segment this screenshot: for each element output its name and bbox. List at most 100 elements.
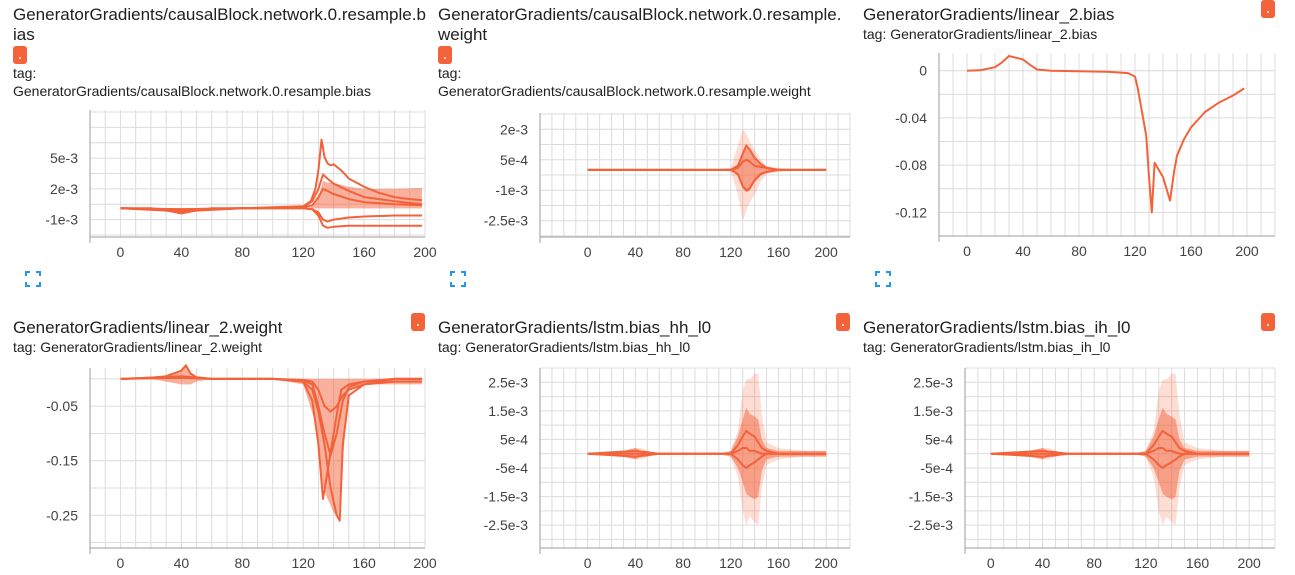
y-tick-label: 2e-3 <box>500 121 528 137</box>
chart-svg[interactable]: 0 40 80 120 160 200 0 -0.04 -0.08 -0.12 <box>850 0 1295 300</box>
x-tick-label: 0 <box>987 555 995 571</box>
y-tick-label: -2.5e-3 <box>484 213 529 229</box>
y-tick-label: 5e-4 <box>500 431 528 447</box>
y-tick-label: 1.5e-3 <box>913 403 953 419</box>
y-tick-label: -2.5e-3 <box>909 517 954 533</box>
series-line <box>120 376 422 413</box>
tag-label: tag: <box>13 339 37 355</box>
x-tick-label: 40 <box>174 244 190 260</box>
series-line <box>120 364 422 500</box>
tag-value: GeneratorGradients/causalBlock.network.0… <box>13 83 371 99</box>
card-tag: tag: GeneratorGradients/lstm.bias_ih_l0 <box>863 338 1283 356</box>
card-tag: tag: GeneratorGradients/causalBlock.netw… <box>438 64 848 100</box>
chart-card: GeneratorGradients/linear_2.bias tag: Ge… <box>850 0 1295 300</box>
chart-card: GeneratorGradients/causalBlock.network.0… <box>425 0 851 300</box>
x-tick-label: 0 <box>584 244 592 260</box>
x-tick-label: 0 <box>963 243 971 259</box>
series-band <box>120 365 422 518</box>
chart-svg[interactable]: 0 40 80 120 160 200 -0.05 -0.15 -0.25 <box>0 313 437 575</box>
card-title: GeneratorGradients/lstm.bias_ih_l0 <box>863 318 1131 337</box>
x-tick-label: 80 <box>675 244 691 260</box>
x-tick-label: 200 <box>814 555 838 571</box>
y-tick-label: 2.5e-3 <box>913 374 953 390</box>
x-tick-label: 160 <box>1179 243 1203 259</box>
y-tick-label: -5e-4 <box>495 460 528 476</box>
y-tick-label: -1.5e-3 <box>484 489 529 505</box>
tag-value: GeneratorGradients/linear_2.bias <box>890 26 1098 42</box>
y-tick-label: 5e-3 <box>50 150 78 166</box>
x-tick-label: 200 <box>413 244 437 260</box>
x-tick-label: 200 <box>413 555 437 571</box>
x-tick-label: 160 <box>1186 555 1210 571</box>
x-tick-label: 40 <box>1035 555 1051 571</box>
x-tick-label: 120 <box>1134 555 1158 571</box>
card-tag: tag: GeneratorGradients/linear_2.bias <box>863 25 1283 43</box>
x-tick-label: 80 <box>1071 243 1087 259</box>
tag-label: tag: <box>438 339 462 355</box>
card-title: GeneratorGradients/linear_2.bias <box>863 5 1115 24</box>
x-tick-label: 200 <box>814 244 838 260</box>
card-title: GeneratorGradients/causalBlock.network.0… <box>13 5 426 44</box>
series-line <box>990 447 1250 455</box>
x-tick-label: 120 <box>292 555 316 571</box>
x-tick-label: 160 <box>352 244 376 260</box>
x-tick-label: 120 <box>719 244 743 260</box>
pin-icon[interactable] <box>1261 0 1275 18</box>
pin-icon[interactable] <box>1261 313 1275 331</box>
x-tick-label: 0 <box>584 555 592 571</box>
tag-value: GeneratorGradients/causalBlock.network.0… <box>438 83 811 99</box>
chart-svg[interactable]: 0 40 80 120 160 200 5e-3 2e-3 -1e-3 <box>0 0 437 300</box>
card-tag: tag: GeneratorGradients/causalBlock.netw… <box>13 64 418 100</box>
y-tick-label: 5e-4 <box>500 152 528 168</box>
y-tick-label: -0.04 <box>895 110 927 126</box>
card-title: GeneratorGradients/lstm.bias_hh_l0 <box>438 318 712 337</box>
card-tag: tag: GeneratorGradients/lstm.bias_hh_l0 <box>438 338 838 356</box>
tag-label: tag: <box>863 26 887 42</box>
y-tick-label: -1e-3 <box>45 212 78 228</box>
x-tick-label: 120 <box>292 244 316 260</box>
y-tick-label: -0.25 <box>46 507 78 523</box>
x-tick-label: 0 <box>117 555 125 571</box>
tag-label: tag: <box>13 65 37 81</box>
chart-card: GeneratorGradients/linear_2.weight tag: … <box>0 313 437 575</box>
x-tick-label: 120 <box>1123 243 1147 259</box>
x-tick-label: 80 <box>234 244 250 260</box>
y-tick-label: -0.12 <box>895 204 927 220</box>
x-tick-label: 200 <box>1237 555 1261 571</box>
tag-label: tag: <box>438 65 462 81</box>
x-tick-label: 0 <box>117 244 125 260</box>
pin-icon[interactable] <box>438 46 452 64</box>
series-line <box>966 55 1245 214</box>
x-tick-label: 40 <box>628 244 644 260</box>
pin-icon[interactable] <box>13 46 27 64</box>
grid <box>964 367 1276 548</box>
grid <box>89 110 426 237</box>
fullscreen-icon[interactable] <box>875 271 891 287</box>
grid <box>89 368 426 548</box>
y-tick-label: -5e-4 <box>920 460 953 476</box>
y-tick-label: -0.05 <box>46 398 78 414</box>
x-tick-label: 160 <box>352 555 376 571</box>
fullscreen-icon[interactable] <box>450 271 466 287</box>
pin-icon[interactable] <box>836 313 850 331</box>
grid <box>539 113 851 237</box>
chart-svg[interactable]: 0 40 80 120 160 200 2.5e-3 1.5e-3 5e-4 -5e-4 -1.5e… <box>850 313 1295 575</box>
tag-value: GeneratorGradients/lstm.bias_ih_l0 <box>890 339 1111 355</box>
grid <box>539 367 851 548</box>
tag-label: tag: <box>863 339 887 355</box>
grid <box>938 53 1276 237</box>
chart-svg[interactable]: 0 40 80 120 160 200 2e-3 5e-4 -1e-3 -2.5e-3 <box>425 0 851 300</box>
x-tick-label: 80 <box>1086 555 1102 571</box>
tag-value: GeneratorGradients/linear_2.weight <box>40 339 263 355</box>
y-tick-label: 2.5e-3 <box>488 374 528 390</box>
pin-icon[interactable] <box>411 313 425 331</box>
x-tick-label: 40 <box>174 555 190 571</box>
chart-card: GeneratorGradients/lstm.bias_hh_l0 tag: … <box>425 313 851 575</box>
x-tick-label: 160 <box>767 555 791 571</box>
tag-value: GeneratorGradients/lstm.bias_hh_l0 <box>465 339 691 355</box>
x-tick-label: 200 <box>1235 243 1259 259</box>
y-tick-label: 5e-4 <box>925 431 953 447</box>
chart-svg[interactable]: 0 40 80 120 160 200 2.5e-3 1.5e-3 5e-4 -5e-4 -1.5e… <box>425 313 851 575</box>
y-tick-label: -1e-3 <box>495 182 528 198</box>
fullscreen-icon[interactable] <box>25 271 41 287</box>
